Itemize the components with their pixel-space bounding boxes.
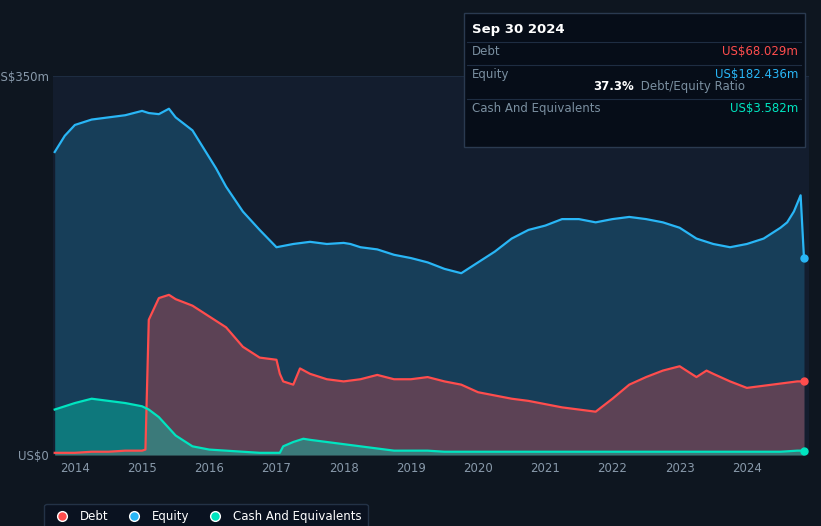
Text: Sep 30 2024: Sep 30 2024 bbox=[472, 23, 565, 36]
Text: US$182.436m: US$182.436m bbox=[714, 68, 798, 81]
Text: Debt: Debt bbox=[472, 45, 501, 58]
Text: US$68.029m: US$68.029m bbox=[722, 45, 798, 58]
Text: Cash And Equivalents: Cash And Equivalents bbox=[472, 102, 601, 115]
Text: 37.3%: 37.3% bbox=[594, 80, 635, 94]
Text: US$3.582m: US$3.582m bbox=[730, 102, 798, 115]
Text: Debt/Equity Ratio: Debt/Equity Ratio bbox=[637, 80, 745, 94]
Legend: Debt, Equity, Cash And Equivalents: Debt, Equity, Cash And Equivalents bbox=[44, 504, 368, 526]
Text: Equity: Equity bbox=[472, 68, 510, 81]
